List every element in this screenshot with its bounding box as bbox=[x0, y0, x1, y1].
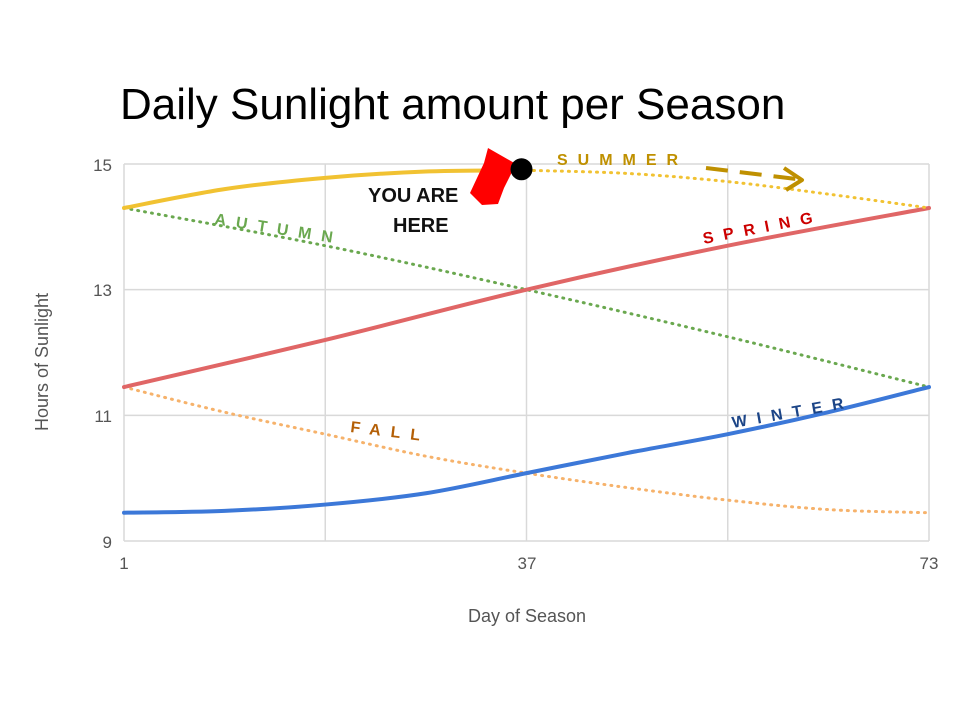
spring-label: SPRING bbox=[702, 208, 824, 248]
chart-title: Daily Sunlight amount per Season bbox=[120, 80, 786, 129]
series-lines bbox=[122, 168, 931, 515]
y-tick-label: 13 bbox=[93, 281, 112, 300]
winter-line bbox=[122, 385, 931, 515]
x-tick-label: 73 bbox=[920, 554, 939, 573]
autumn-line bbox=[122, 206, 931, 389]
y-tick-label: 11 bbox=[94, 407, 112, 426]
you-are-here-text: YOU ARE bbox=[368, 185, 458, 207]
y-tick-label: 15 bbox=[93, 156, 112, 175]
you-are-here-annotation: YOU ARE HERE bbox=[368, 148, 533, 237]
x-tick-labels: 1 37 73 bbox=[119, 554, 938, 573]
winter-label: WINTER bbox=[731, 394, 855, 432]
you-are-here-text: HERE bbox=[393, 215, 449, 237]
current-position-marker bbox=[510, 158, 533, 181]
y-tick-label: 9 bbox=[103, 533, 112, 552]
summer-line-solid bbox=[122, 168, 529, 210]
summer-label: SUMMER bbox=[557, 152, 688, 169]
summer-direction-arrow bbox=[705, 166, 804, 192]
y-axis-title: Hours of Sunlight bbox=[32, 293, 52, 431]
red-arrow-icon bbox=[470, 148, 516, 205]
x-tick-label: 37 bbox=[518, 554, 537, 573]
autumn-label: AUTUMN bbox=[213, 211, 343, 248]
y-tick-labels: 15 13 11 9 bbox=[93, 156, 112, 552]
spring-line bbox=[122, 205, 931, 390]
x-axis-title: Day of Season bbox=[468, 606, 586, 626]
summer-line-dotted bbox=[525, 168, 931, 210]
x-tick-label: 1 bbox=[119, 554, 128, 573]
